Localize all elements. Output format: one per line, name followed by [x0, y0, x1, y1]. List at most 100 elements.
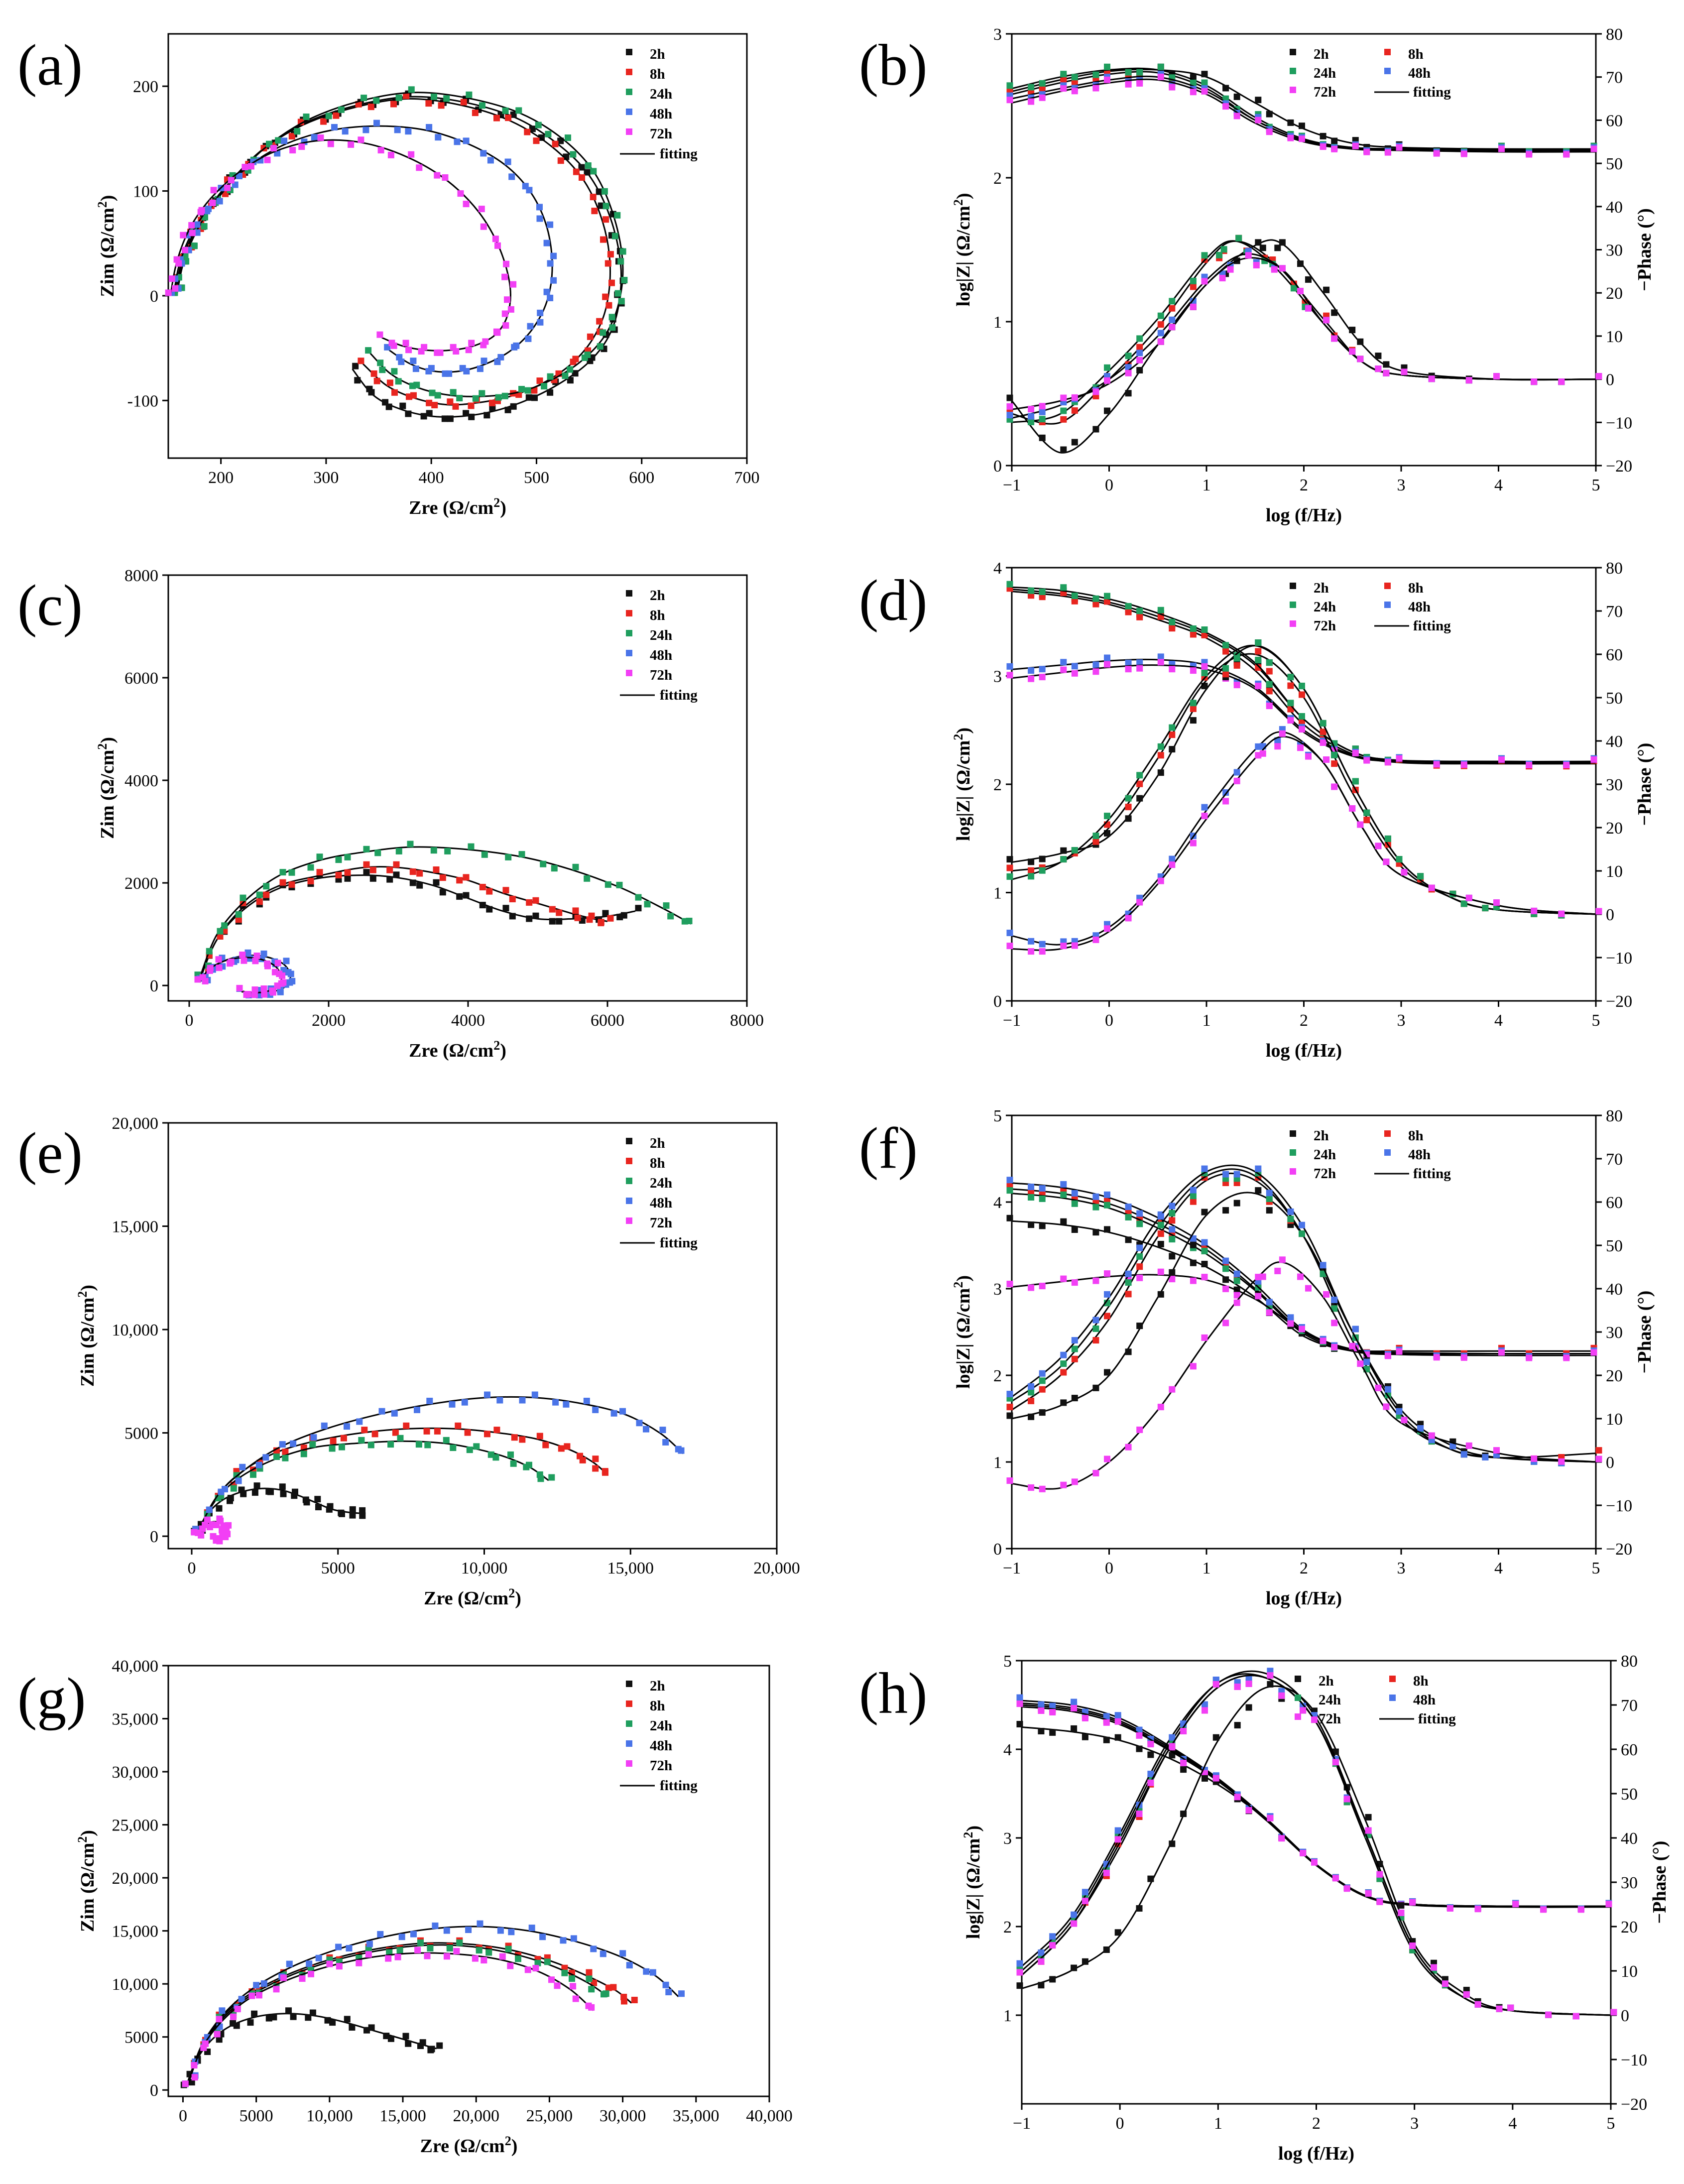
data-point [447, 415, 454, 422]
data-point [1104, 1369, 1110, 1376]
data-point [346, 1945, 353, 1951]
data-point [1071, 1345, 1078, 1352]
data-point [1398, 1902, 1405, 1909]
y-tick-label: 8000 [124, 567, 158, 585]
phase-series-2h [1006, 639, 1602, 919]
data-point [377, 1931, 384, 1938]
data-point [501, 273, 508, 280]
data-point [499, 1953, 506, 1960]
data-point [173, 256, 180, 263]
data-point [309, 1441, 316, 1448]
data-point [463, 410, 470, 417]
data-point [314, 1496, 321, 1503]
data-point [1157, 1221, 1164, 1228]
data-point [1201, 631, 1208, 638]
modulus-series-72h [1006, 74, 1597, 158]
nyquist-series-72h [194, 952, 287, 998]
data-point [277, 988, 284, 995]
legend-label: 48h [650, 1738, 672, 1754]
fit-curve-48h [197, 1396, 684, 1533]
fit-curve-72h [1011, 1274, 1596, 1356]
data-point [244, 949, 251, 956]
data-point [581, 354, 588, 361]
data-point [614, 290, 621, 297]
data-point [1349, 805, 1356, 812]
panel-label-e: (e) [17, 1120, 83, 1186]
data-point [1071, 942, 1078, 949]
data-point [1039, 941, 1046, 948]
data-point [449, 1401, 456, 1408]
legend-label: 48h [650, 647, 672, 663]
data-point [1352, 142, 1359, 149]
data-point [273, 1986, 280, 1993]
y-axis-title: Zim (Ω/cm2) [95, 195, 119, 297]
panel-label-g: (g) [17, 1666, 86, 1731]
data-point [665, 1989, 672, 1995]
y-tick-label: 2000 [124, 874, 158, 893]
data-point [1071, 598, 1078, 605]
data-point [1071, 439, 1078, 446]
y-tick-label: 20,000 [112, 1869, 159, 1888]
data-point [1103, 1869, 1110, 1876]
data-point [1016, 1694, 1023, 1701]
chart-panel-f: (f)−1 0 1 2 3 4 5012345−20−1001020304050607080… [859, 1107, 1655, 1609]
data-point [1259, 244, 1266, 251]
data-point [601, 188, 608, 195]
data-point [1320, 1270, 1326, 1277]
data-point [1222, 648, 1229, 655]
fit-curve-72h [1021, 1706, 1611, 1908]
data-point [1201, 1274, 1208, 1281]
data-point [1028, 948, 1035, 955]
data-point [509, 896, 516, 902]
data-point [1577, 1906, 1584, 1913]
data-point [1049, 1709, 1056, 1715]
data-point [1190, 717, 1197, 724]
data-point [1267, 1672, 1274, 1679]
data-point [250, 1471, 256, 1478]
data-point [1331, 1296, 1338, 1303]
x-tick-label: 0 [1105, 1011, 1113, 1030]
data-point [1103, 1719, 1110, 1726]
data-point [1201, 1239, 1208, 1246]
legend-marker [626, 128, 632, 135]
data-point [425, 368, 432, 374]
data-point [1136, 607, 1143, 614]
data-point [1357, 356, 1364, 363]
data-point [1136, 1726, 1143, 1733]
data-point [1016, 1969, 1023, 1976]
data-point [1092, 838, 1099, 845]
data-point [1006, 1404, 1013, 1411]
data-point [1092, 833, 1099, 840]
x-axis-title: Zre (Ω/cm2) [424, 1586, 521, 1609]
data-point [1297, 260, 1304, 267]
data-point [1060, 1218, 1067, 1225]
y2-tick-label: 30 [1606, 776, 1623, 794]
data-point [356, 1959, 362, 1966]
data-point [1060, 1369, 1067, 1376]
plot-frame [167, 574, 748, 1002]
data-point [1071, 1911, 1078, 1918]
y-tick-label: 1 [993, 884, 1002, 903]
data-point [1266, 703, 1273, 710]
data-point [518, 386, 525, 392]
data-point [221, 922, 228, 929]
data-point [1104, 654, 1110, 661]
data-point [1157, 338, 1164, 345]
data-point [1104, 1291, 1110, 1298]
data-point [405, 2040, 412, 2047]
data-point [1104, 598, 1110, 605]
data-point [307, 864, 314, 871]
data-point [584, 169, 591, 176]
x-axis-title: Zre (Ω/cm2) [420, 2134, 518, 2157]
data-point [572, 370, 579, 377]
data-point [292, 1488, 298, 1495]
data-point [1071, 407, 1078, 414]
data-point [165, 289, 172, 296]
data-point [1157, 1268, 1164, 1275]
data-point [1190, 625, 1197, 632]
fit-curve-8h [1011, 591, 1596, 765]
data-point [336, 1963, 343, 1970]
data-point [1297, 288, 1304, 294]
data-point [1190, 1187, 1197, 1194]
data-point [1417, 873, 1424, 880]
